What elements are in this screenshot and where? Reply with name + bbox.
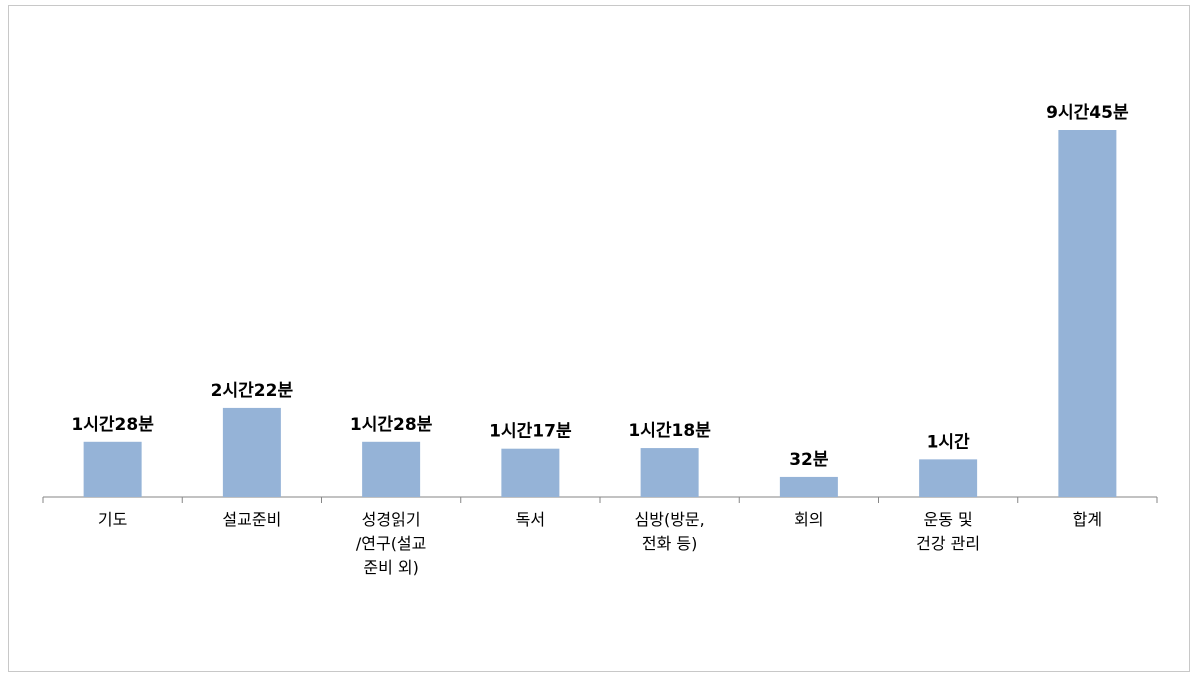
x-tick-label: 독서 [516,510,545,529]
x-tick-label: 심방(방문, 전화 등) [635,510,705,553]
bar [83,441,142,497]
x-tick-label: 기도 [98,510,127,529]
value-label: 1시간28분 [71,415,154,435]
value-label: 1시간18분 [628,421,711,441]
value-label: 1시간17분 [489,422,572,442]
bar [1058,130,1117,497]
bar [919,459,978,497]
bar [222,407,281,497]
bar [501,448,560,497]
x-tick-label: 성경읽기/연구(설교 준비 외) [356,510,427,577]
x-tick-label: 운동 및 건강 관리 [916,510,980,553]
value-label: 32분 [789,450,829,470]
bar [362,441,421,497]
x-tick-label: 회의 [794,510,823,529]
bar [779,476,838,497]
chart-border [8,5,1190,672]
x-tick-label: 합계 [1073,510,1102,529]
value-label: 1시간28분 [350,415,433,435]
value-label: 2시간22분 [211,381,294,401]
bar [640,448,699,497]
x-tick-label: 설교준비 [222,510,281,529]
value-label: 9시간45분 [1046,103,1129,123]
value-label: 1시간 [927,432,970,452]
